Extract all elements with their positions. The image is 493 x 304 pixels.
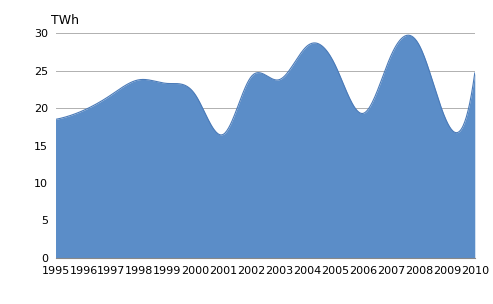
Text: TWh: TWh: [51, 14, 79, 26]
